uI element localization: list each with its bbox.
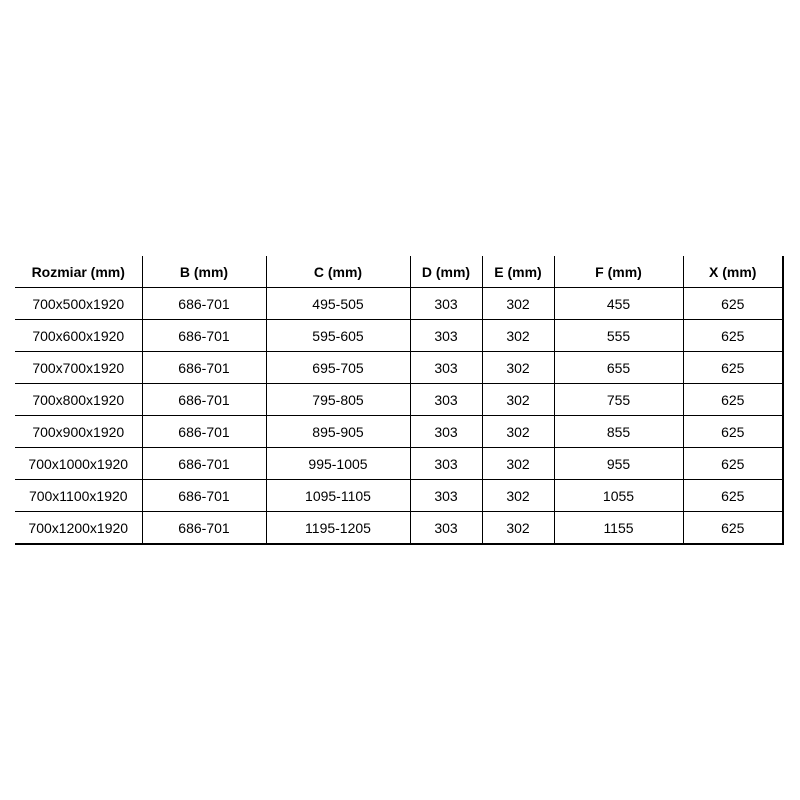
table-cell: 625 (682, 511, 784, 545)
table-cell: 302 (481, 351, 554, 384)
table-cell: 686-701 (141, 383, 266, 416)
table-cell: 303 (409, 447, 482, 480)
table-cell: 686-701 (141, 287, 266, 320)
table-cell: 625 (682, 447, 784, 480)
table-cell: 700x600x1920 (15, 319, 142, 352)
table-cell: 555 (553, 319, 683, 352)
table-cell: 700x1000x1920 (15, 447, 142, 480)
table-cell: 625 (682, 319, 784, 352)
table-row: 700x800x1920 686-701 795-805 303 302 755 625 (15, 383, 784, 416)
table-cell: 700x1100x1920 (15, 479, 142, 512)
column-header: X (mm) (682, 256, 784, 288)
dimensions-table: Rozmiar (mm) B (mm) C (mm) D (mm) E (mm) F (m… (15, 256, 784, 545)
table-cell: 302 (481, 511, 554, 545)
table-cell: 303 (409, 351, 482, 384)
table-cell: 303 (409, 319, 482, 352)
table-cell: 625 (682, 415, 784, 448)
table-row: 700x600x1920 686-701 595-605 303 302 555 625 (15, 319, 784, 352)
column-header: F (mm) (553, 256, 683, 288)
table-cell: 303 (409, 479, 482, 512)
table-row: 700x500x1920 686-701 495-505 303 302 455 625 (15, 287, 784, 320)
table-row: 700x1100x1920 686-701 1095-1105 303 302 1055 6… (15, 479, 784, 512)
table-cell: 686-701 (141, 511, 266, 545)
table-cell: 700x800x1920 (15, 383, 142, 416)
table-cell: 455 (553, 287, 683, 320)
table-cell: 686-701 (141, 479, 266, 512)
table-cell: 686-701 (141, 415, 266, 448)
table-cell: 700x500x1920 (15, 287, 142, 320)
table-cell: 303 (409, 511, 482, 545)
table-cell: 895-905 (265, 415, 410, 448)
table-cell: 302 (481, 479, 554, 512)
table-cell: 1055 (553, 479, 683, 512)
table-cell: 303 (409, 415, 482, 448)
table-row: 700x1200x1920 686-701 1195-1205 303 302 1155 6… (15, 511, 784, 545)
table-row: 700x900x1920 686-701 895-905 303 302 855 625 (15, 415, 784, 448)
table-cell: 795-805 (265, 383, 410, 416)
table-row: 700x700x1920 686-701 695-705 303 302 655 625 (15, 351, 784, 384)
column-header: B (mm) (141, 256, 266, 288)
table-cell: 625 (682, 287, 784, 320)
table-cell: 755 (553, 383, 683, 416)
table-cell: 855 (553, 415, 683, 448)
table-cell: 700x1200x1920 (15, 511, 142, 545)
header-row: Rozmiar (mm) B (mm) C (mm) D (mm) E (mm) F (m… (15, 256, 784, 288)
table-cell: 1155 (553, 511, 683, 545)
table-row: 700x1000x1920 686-701 995-1005 303 302 955 625 (15, 447, 784, 480)
table-cell: 302 (481, 383, 554, 416)
column-header: D (mm) (409, 256, 482, 288)
table-cell: 1095-1105 (265, 479, 410, 512)
table-cell: 1195-1205 (265, 511, 410, 545)
table-cell: 695-705 (265, 351, 410, 384)
table-cell: 995-1005 (265, 447, 410, 480)
table-cell: 302 (481, 415, 554, 448)
table-cell: 595-605 (265, 319, 410, 352)
table-cell: 495-505 (265, 287, 410, 320)
table-cell: 686-701 (141, 319, 266, 352)
column-header: E (mm) (481, 256, 554, 288)
table-cell: 700x700x1920 (15, 351, 142, 384)
table-cell: 302 (481, 319, 554, 352)
table-cell: 700x900x1920 (15, 415, 142, 448)
table-cell: 625 (682, 351, 784, 384)
table-cell: 303 (409, 383, 482, 416)
table-cell: 302 (481, 447, 554, 480)
table-cell: 625 (682, 383, 784, 416)
table-cell: 625 (682, 479, 784, 512)
table-cell: 686-701 (141, 351, 266, 384)
table-cell: 303 (409, 287, 482, 320)
column-header: Rozmiar (mm) (15, 256, 142, 288)
table-cell: 302 (481, 287, 554, 320)
table-cell: 655 (553, 351, 683, 384)
column-header: C (mm) (265, 256, 410, 288)
table-cell: 955 (553, 447, 683, 480)
table-cell: 686-701 (141, 447, 266, 480)
